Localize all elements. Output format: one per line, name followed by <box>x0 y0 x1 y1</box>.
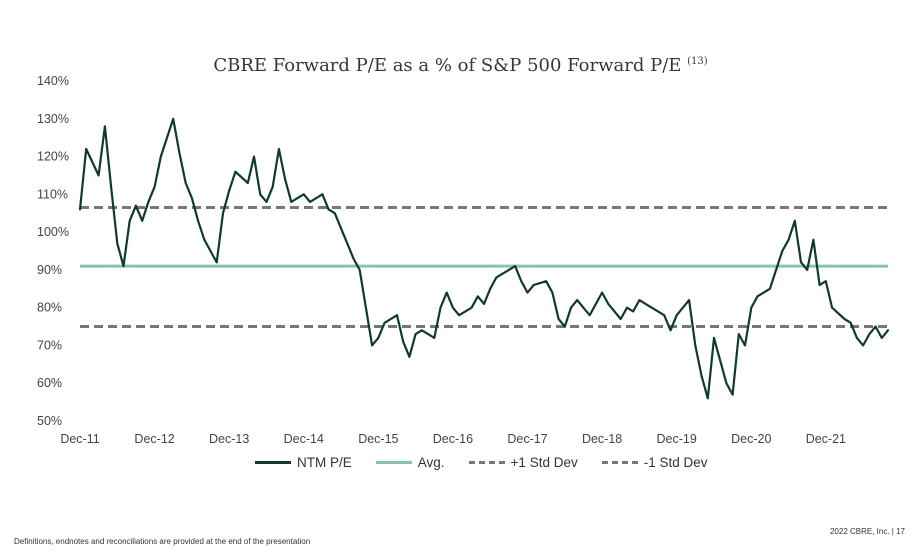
y-tick-label: 110% <box>37 187 68 201</box>
y-tick-label: 50% <box>37 414 62 428</box>
x-tick-label: Dec-12 <box>134 432 174 446</box>
footer-note: Definitions, endnotes and reconciliation… <box>14 537 311 546</box>
chart-title: CBRE Forward P/E as a % of S&P 500 Forwa… <box>213 55 708 76</box>
y-tick-label: 90% <box>37 263 62 277</box>
x-tick-label: Dec-14 <box>284 432 324 446</box>
legend-swatch-plus-std <box>468 461 505 464</box>
y-tick-label: 130% <box>37 112 69 126</box>
ntm-pe-series-line <box>78 117 890 400</box>
legend-item-ntm: NTM P/E <box>255 455 352 470</box>
x-tick-label: Dec-13 <box>209 432 249 446</box>
legend-swatch-avg <box>375 461 412 464</box>
y-tick-label: 100% <box>37 225 69 239</box>
legend-item-minus-std: -1 Std Dev <box>601 455 708 470</box>
legend: NTM P/E Avg. +1 Std Dev -1 Std Dev <box>255 455 732 470</box>
x-tick-label: Dec-18 <box>582 432 622 446</box>
x-tick-label: Dec-15 <box>358 432 398 446</box>
x-tick-label: Dec-20 <box>731 432 771 446</box>
y-tick-label: 80% <box>37 301 62 315</box>
title-footnote: (13) <box>687 56 708 67</box>
y-tick-label: 120% <box>37 150 69 164</box>
x-tick-label: Dec-19 <box>657 432 697 446</box>
x-tick-label: Dec-17 <box>507 432 547 446</box>
legend-label-ntm: NTM P/E <box>297 455 352 470</box>
y-tick-label: 60% <box>37 376 62 390</box>
x-tick-label: Dec-11 <box>60 432 99 446</box>
footer-page: 2022 CBRE, Inc. | 17 <box>829 527 905 536</box>
legend-label-avg: Avg. <box>417 455 445 470</box>
y-tick-label: 70% <box>37 338 62 352</box>
x-tick-label: Dec-21 <box>806 432 846 446</box>
y-tick-label: 140% <box>37 74 69 88</box>
legend-item-avg: Avg. <box>375 455 445 470</box>
legend-item-plus-std: +1 Std Dev <box>468 455 578 470</box>
legend-swatch-minus-std <box>601 461 638 464</box>
legend-label-minus-std: -1 Std Dev <box>643 455 708 470</box>
legend-swatch-ntm <box>255 461 291 464</box>
x-tick-label: Dec-16 <box>433 432 473 446</box>
legend-label-plus-std: +1 Std Dev <box>510 455 578 470</box>
